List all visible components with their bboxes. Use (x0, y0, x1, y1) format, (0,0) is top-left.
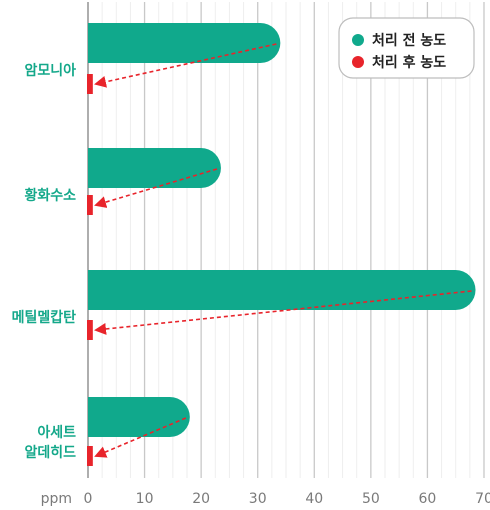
bar-before (88, 270, 476, 310)
x-tick-label: 0 (84, 491, 93, 507)
category-label: 아세트 (37, 424, 76, 441)
bar-before (88, 397, 190, 437)
legend-marker-before (352, 34, 364, 46)
legend-box (338, 17, 475, 79)
x-tick-label: 30 (249, 491, 267, 507)
bar-before (88, 148, 221, 188)
bar-after (87, 320, 93, 340)
x-tick-label: 60 (419, 491, 437, 507)
reduction-arrow (94, 43, 277, 88)
legend-label-after: 처리 후 농도 (372, 55, 446, 71)
arrows (94, 43, 472, 458)
bar-before (88, 23, 281, 63)
x-tick-label: 20 (192, 491, 210, 507)
bar-after (87, 446, 93, 466)
category-label: 메틸멜캅탄 (12, 309, 77, 326)
x-tick-label: 40 (305, 491, 323, 507)
reduction-arrow (94, 168, 218, 208)
bar-after (87, 195, 93, 215)
x-tick-label: 10 (136, 491, 154, 507)
legend-label-before: 처리 전 농도 (372, 32, 446, 49)
x-unit-label: ppm (41, 491, 72, 507)
x-tick-label: 50 (362, 491, 380, 507)
bars (87, 23, 476, 466)
x-tick-label: 70 (475, 491, 490, 507)
category-label: 황화수소 (24, 187, 76, 204)
category-label: 암모니아 (24, 62, 76, 79)
reduction-arrow (94, 417, 187, 458)
legend-marker-after (352, 56, 364, 68)
bar-after (87, 74, 93, 94)
legend: 처리 전 농도 처리 후 농도 (338, 17, 475, 79)
category-label: 알데히드 (24, 444, 76, 461)
